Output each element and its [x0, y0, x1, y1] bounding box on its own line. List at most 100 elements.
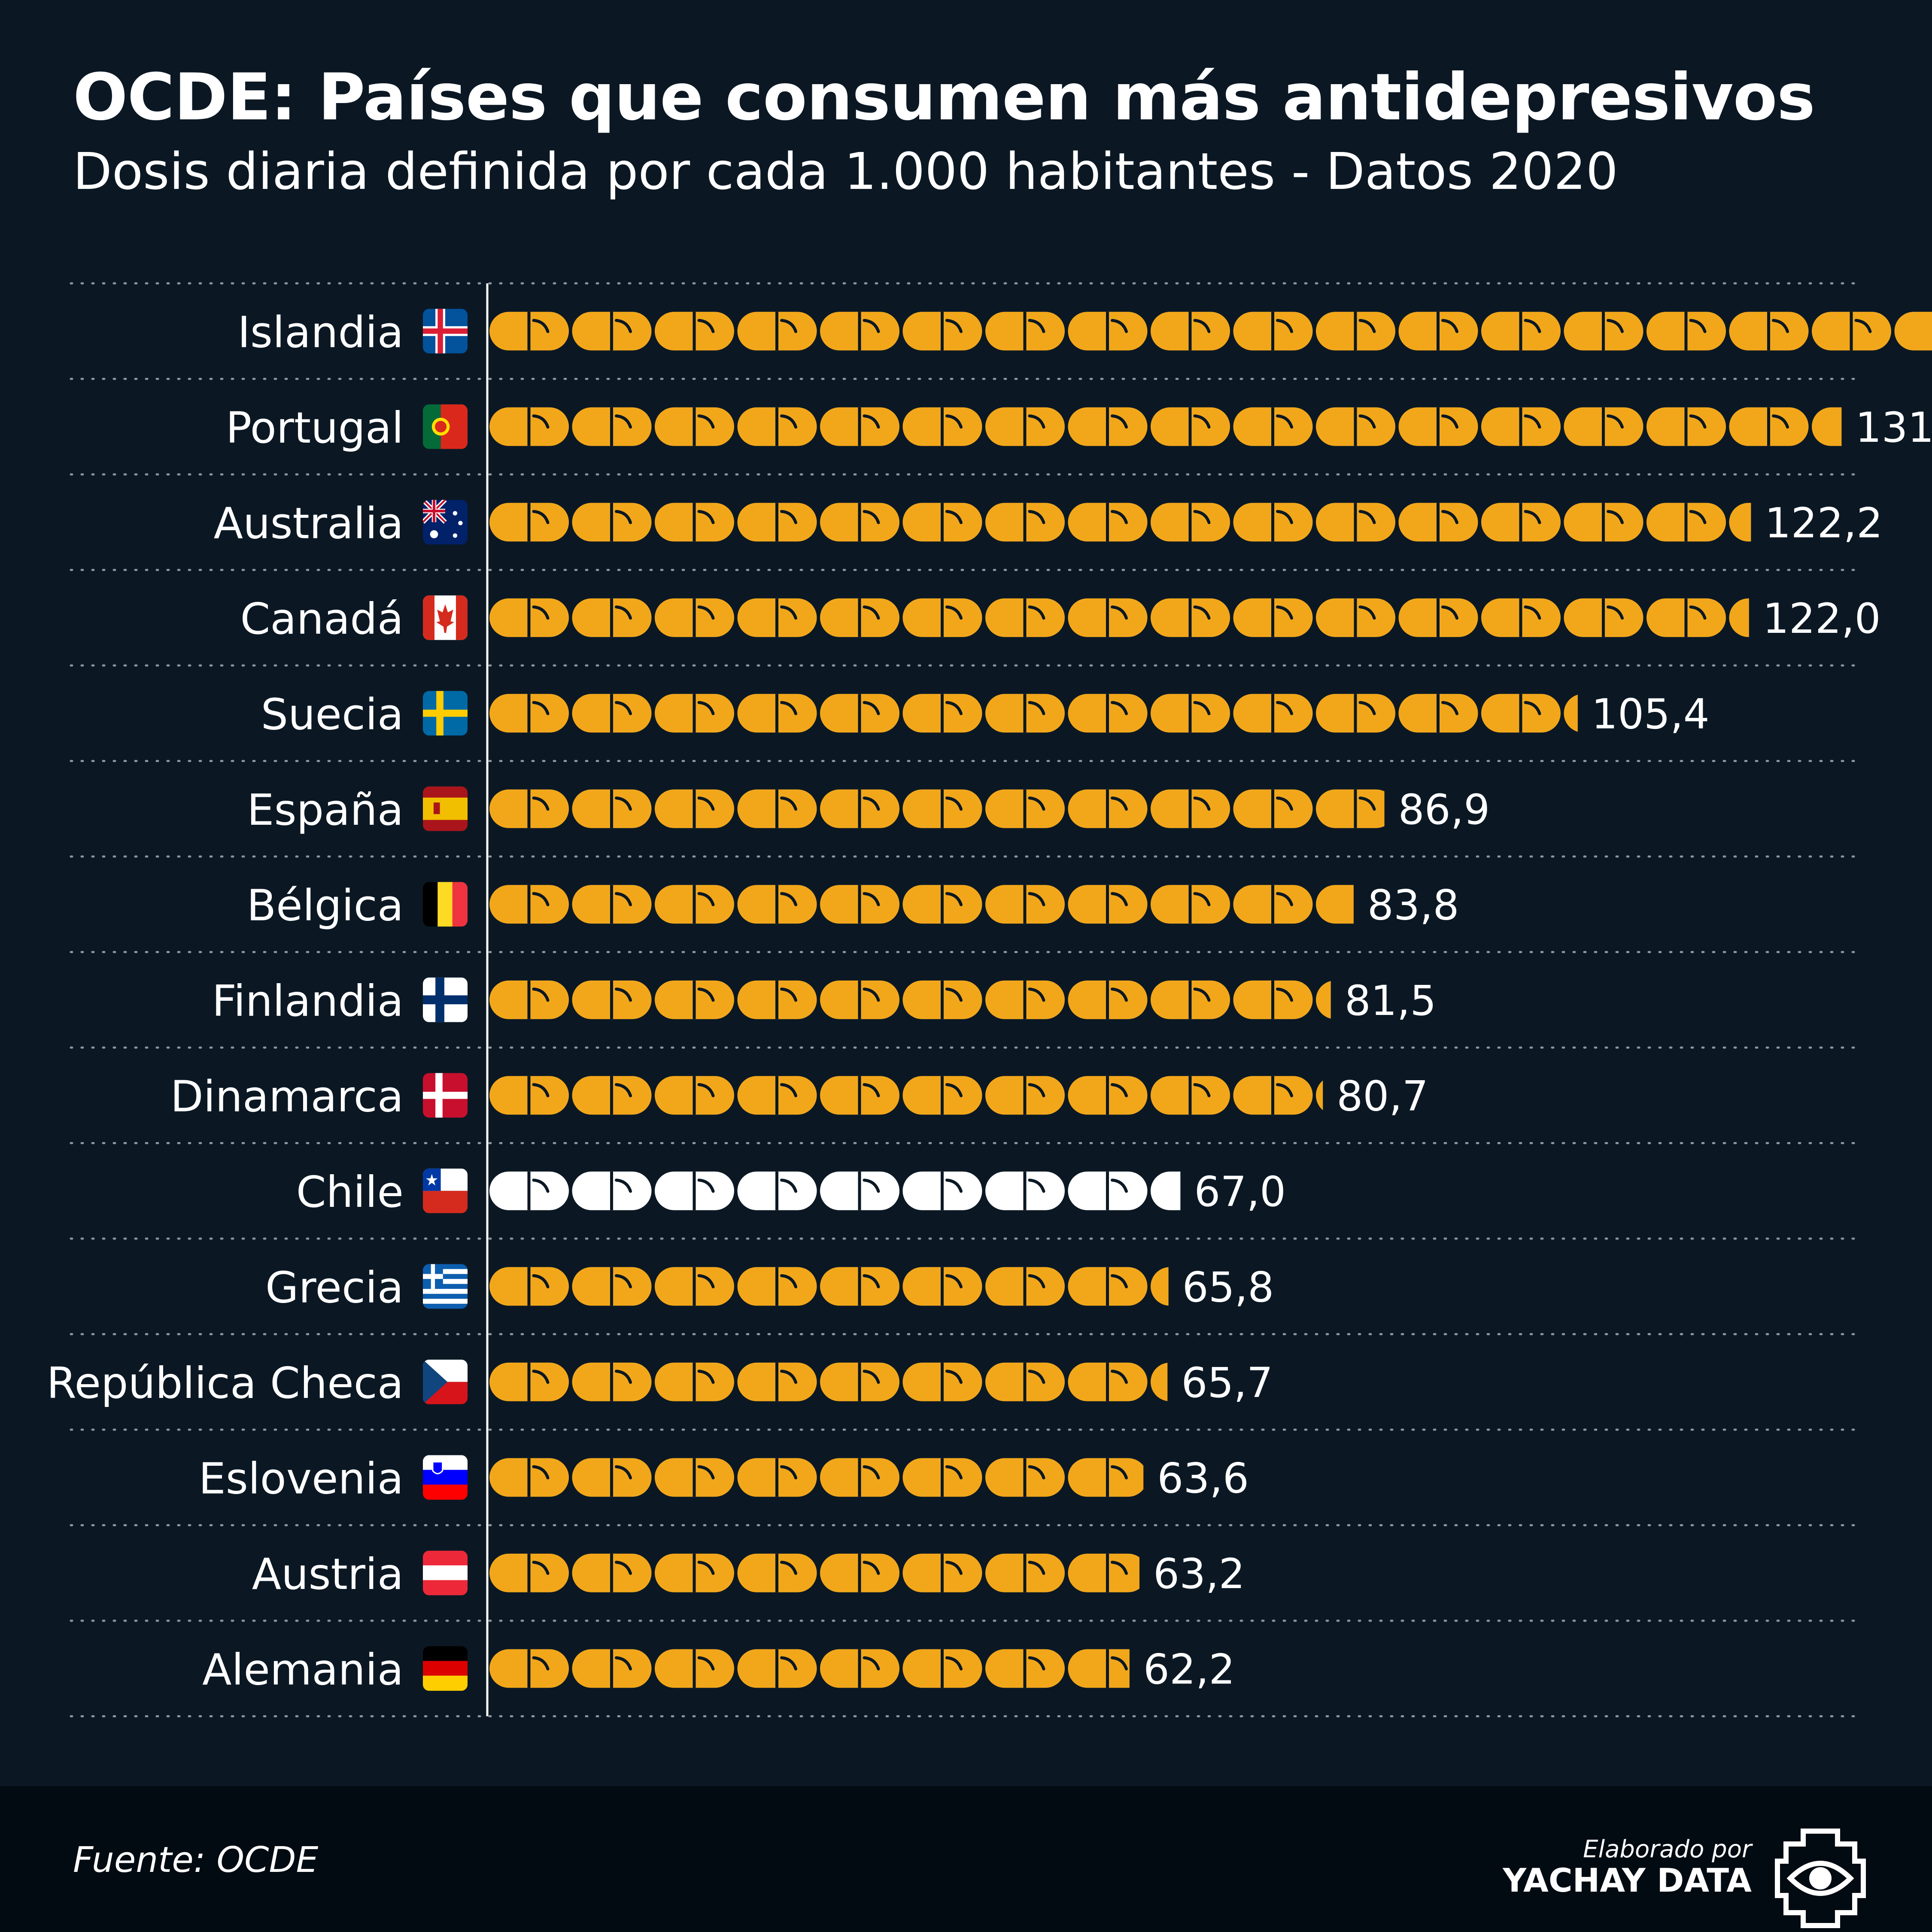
pill-icon [985, 980, 1065, 1019]
pill-icon [1068, 1362, 1148, 1401]
value-label: 62,2 [1143, 1645, 1235, 1693]
pill-icon [655, 1649, 734, 1688]
category-label: Canadá [240, 594, 404, 644]
bar-row: Eslovenia 63,6 [199, 1453, 1249, 1504]
pill-icon [985, 1458, 1065, 1497]
pill-icon [655, 694, 734, 733]
pill-icon [655, 598, 734, 637]
pill-icon [489, 694, 569, 733]
credit-brand: YACHAY DATA [1503, 1861, 1752, 1899]
pill-icon [655, 1458, 734, 1497]
austria-flag-icon [423, 1550, 468, 1595]
pill-icon [820, 503, 899, 542]
pill-icon [1564, 503, 1643, 542]
pill-icon [489, 1267, 569, 1306]
pill-icon [1729, 312, 1809, 351]
pill-icon [737, 885, 817, 924]
pill-icon [902, 789, 982, 828]
pill-icon [1068, 598, 1148, 637]
pill-icon [1151, 1076, 1230, 1115]
pill-icon [1812, 407, 1842, 446]
pill-icon [737, 312, 817, 351]
pill-icon [1068, 312, 1148, 351]
pill-icon [489, 503, 569, 542]
pill-icon [655, 1076, 734, 1115]
value-label: 80,7 [1337, 1072, 1428, 1120]
pill-icon [820, 980, 899, 1019]
pill-icon [572, 407, 652, 446]
bar-row: Suecia 105,4 [261, 689, 1710, 739]
category-label: Bélgica [247, 880, 404, 930]
pill-icon [655, 1553, 734, 1592]
greece-flag-icon [423, 1264, 468, 1309]
pill-icon [902, 694, 982, 733]
pill-icon [1729, 407, 1809, 446]
pill-icon [1646, 312, 1726, 351]
pill-icon [572, 694, 652, 733]
pill-icon [489, 1458, 569, 1497]
pill-icon [902, 980, 982, 1019]
pill-icon [737, 1267, 817, 1306]
category-label: Islandia [237, 307, 404, 357]
category-label: República Checa [47, 1358, 404, 1408]
pill-icon [1398, 312, 1478, 351]
bar-row: República Checa 65,7 [47, 1358, 1273, 1408]
pill-icon [1316, 694, 1395, 733]
pill-icon [655, 503, 734, 542]
pill-icon [737, 1362, 817, 1401]
category-label: España [247, 785, 404, 835]
pill-icon [1068, 503, 1148, 542]
bar-row: Alemania 62,2 [202, 1644, 1235, 1695]
pill-icon [1481, 503, 1561, 542]
sweden-flag-icon [423, 691, 468, 736]
pill-icon [820, 1076, 899, 1115]
pill-icon [1233, 885, 1313, 924]
pill-icon [1233, 980, 1313, 1019]
bar-row: Grecia 65,8 [265, 1262, 1274, 1312]
pill-icon [985, 789, 1065, 828]
pill-icon [572, 789, 652, 828]
pill-icon [820, 1171, 899, 1210]
pill-icon [1233, 789, 1313, 828]
credit-label: Elaborado por [1583, 1835, 1752, 1863]
pill-icon [1729, 503, 1751, 542]
bar-row: Australia 122,2 [214, 498, 1883, 548]
pill-icon [902, 1171, 982, 1210]
pill-icon [1646, 503, 1726, 542]
pill-icon [985, 598, 1065, 637]
pill-icon [1151, 789, 1230, 828]
pill-icon [902, 1649, 982, 1688]
pill-icon [1233, 503, 1313, 542]
chart-subtitle: Dosis diaria definida por cada 1.000 hab… [73, 142, 1618, 201]
category-label: Grecia [265, 1262, 404, 1312]
pill-icon [902, 598, 982, 637]
pill-icon [902, 1267, 982, 1306]
pill-icon [572, 1649, 652, 1688]
bar-row: Chile 67,0 [296, 1167, 1286, 1217]
pill-icon [1233, 1076, 1313, 1115]
bar-row: Austria 63,2 [252, 1549, 1245, 1599]
pill-icon [1233, 312, 1313, 351]
bar-row: Canadá 122,0 [240, 594, 1880, 644]
pill-icon [902, 1076, 982, 1115]
pill-icon [985, 1267, 1065, 1306]
pill-icon [1812, 312, 1891, 351]
pill-icon [902, 1362, 982, 1401]
pill-icon [985, 885, 1065, 924]
pill-icon [985, 694, 1065, 733]
pill-icon [737, 1171, 817, 1210]
pill-icon [1068, 885, 1148, 924]
iceland-flag-icon [423, 309, 468, 354]
value-label: 122,0 [1763, 595, 1881, 643]
pill-icon [1316, 312, 1395, 351]
pill-icon [902, 312, 982, 351]
pill-icon [737, 598, 817, 637]
pill-icon [1151, 1267, 1169, 1306]
pill-icon [489, 1171, 569, 1210]
pill-icon [1646, 407, 1726, 446]
pill-icon [572, 1458, 652, 1497]
pill-icon [1564, 407, 1643, 446]
pill-icon [820, 407, 899, 446]
pill-icon [489, 1649, 569, 1688]
pill-icon [1068, 1458, 1144, 1497]
